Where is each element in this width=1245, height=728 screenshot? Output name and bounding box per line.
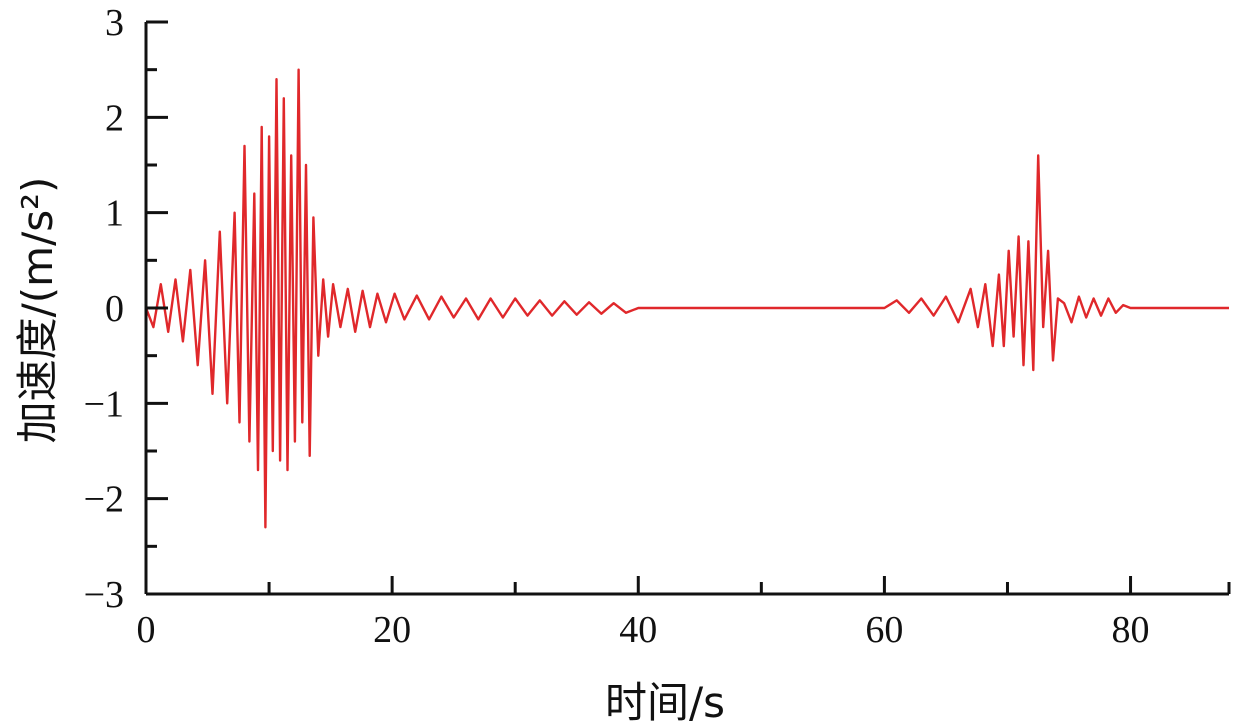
x-tick-label: 20 (373, 609, 411, 651)
plot-area (144, 68, 1229, 529)
x-axis-ticks: 0 20 40 60 80 (137, 576, 1231, 651)
y-tick-label: 1 (105, 193, 124, 235)
x-tick-label: 60 (865, 609, 903, 651)
y-tick-label: 3 (105, 2, 124, 44)
y-tick-label: 2 (105, 97, 124, 139)
series-line (144, 68, 1229, 529)
y-tick-label: 0 (105, 288, 124, 330)
x-tick-label: 0 (137, 609, 156, 651)
x-tick-label: 80 (1112, 609, 1150, 651)
x-axis-title: 时间/s (605, 678, 725, 727)
x-tick-label: 40 (619, 609, 657, 651)
y-axis-ticks: −3 −2 −1 0 1 2 3 (84, 2, 168, 616)
y-axis-title: 加速度/(m/s²) (13, 177, 62, 444)
y-tick-label: −1 (84, 383, 124, 425)
y-tick-label: −2 (84, 479, 124, 521)
y-tick-label: −3 (84, 574, 124, 616)
